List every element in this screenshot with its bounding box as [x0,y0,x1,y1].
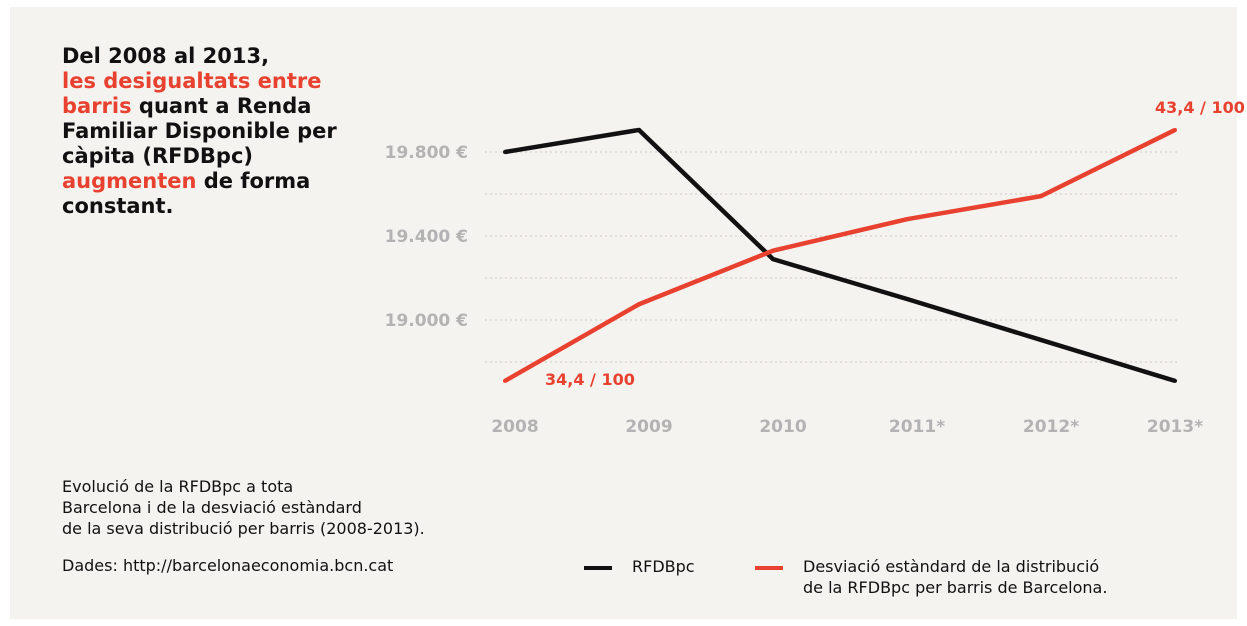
data-point-rfdbpc [771,257,775,262]
x-tick-label: 2010 [759,417,806,437]
y-tick-label: 19.400 € [385,227,468,247]
legend-label-rfdbpc: RFDBpc [632,557,695,576]
headline-part-5: de forma constant. [62,169,311,218]
data-label: 43,4 / 100 [1155,98,1245,117]
x-tick-label: 2013* [1147,417,1203,437]
x-tick-label: 2011* [889,417,945,437]
series-line-rfdbpc [504,127,1176,384]
data-point-rfdbpc [503,150,507,154]
y-tick-label: 19.000 € [385,311,468,331]
data-point-rfdbpc [637,127,641,132]
headline-highlight-2: augmenten [62,169,197,193]
series-line-deviation [503,127,1176,383]
data-point-deviation [1039,194,1043,199]
caption-line-3: de la seva distribució per barris (2008-… [62,519,425,538]
x-tick-label: 2008 [491,417,538,437]
data-point-rfdbpc [1039,337,1043,342]
legend-item-deviation: Desviació estàndard de la distribució de… [755,556,1107,598]
x-tick-label: 2012* [1023,417,1079,437]
legend-label-deviation: Desviació estàndard de la distribució de… [803,556,1107,598]
data-point-deviation [771,248,775,253]
headline-highlight-1: les desigualtats entre barris [62,69,322,118]
legend-label-deviation-line-1: Desviació estàndard de la distribució [803,557,1100,576]
headline: Del 2008 al 2013, les desigualtats entre … [62,44,352,219]
legend-item-rfdbpc: RFDBpc [584,556,695,577]
data-point-deviation [1173,127,1177,132]
data-point-deviation [503,378,507,383]
x-tick-label: 2009 [625,417,672,437]
data-label: 34,4 / 100 [545,370,635,389]
headline-part-3: quant a Renda Familiar Disponible per cà… [62,94,337,168]
data-point-rfdbpc [1173,378,1177,383]
caption-line-1: Evolució de la RFDBpc a tota [62,477,294,496]
caption-line-2: Barcelona i de la desviació estàndard [62,498,362,517]
data-point-rfdbpc [905,297,909,301]
y-tick-label: 19.800 € [385,143,468,163]
legend-swatch-red [755,566,783,570]
legend-swatch-black [584,566,612,570]
headline-part-1: Del 2008 al 2013, [62,44,270,68]
data-point-deviation [905,217,909,222]
chart-caption: Evolució de la RFDBpc a tota Barcelona i… [62,476,425,539]
data-source: Dades: http://barcelonaeconomia.bcn.cat [62,556,394,575]
data-point-deviation [637,302,641,307]
legend-label-deviation-line-2: de la RFDBpc per barris de Barcelona. [803,578,1108,597]
